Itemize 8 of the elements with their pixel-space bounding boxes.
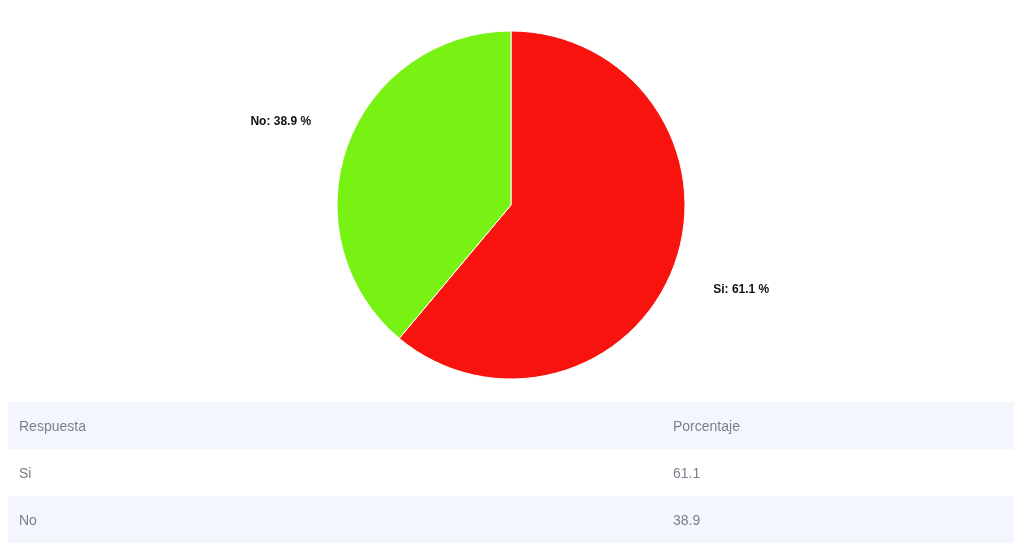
slice-label: No: 38.9 % xyxy=(250,114,312,129)
text: Respuesta xyxy=(8,402,662,449)
text: Si xyxy=(18,463,33,483)
text: No xyxy=(8,496,662,543)
text: 38.9 xyxy=(662,496,1014,543)
text: 61.1 xyxy=(672,463,702,483)
slice-label: Si: 61.1 % xyxy=(713,281,770,296)
text: Porcentaje xyxy=(662,402,1014,449)
